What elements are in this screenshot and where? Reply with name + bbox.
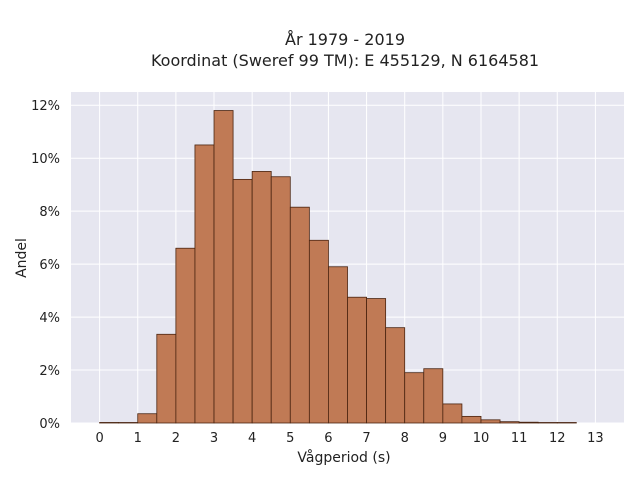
- histogram-bar: [251, 171, 272, 424]
- x-axis-label: Vågperiod (s): [297, 449, 390, 466]
- x-ticks: 0 1 2 3 4 5 6 7 8 9 10 11 12 13: [95, 431, 603, 446]
- histogram-bar: [442, 403, 463, 424]
- y-tick-label: 0%: [39, 417, 60, 432]
- histogram-bar: [556, 422, 577, 424]
- histogram-bar: [537, 422, 558, 424]
- x-tick-label: 12: [549, 431, 566, 446]
- histogram-bar: [480, 419, 501, 424]
- x-tick-label: 7: [362, 431, 370, 446]
- y-tick-label: 2%: [39, 364, 60, 379]
- histogram-bar: [518, 421, 539, 424]
- histogram-bar: [461, 415, 482, 424]
- x-tick-label: 8: [401, 431, 409, 446]
- histogram-bar: [175, 247, 196, 424]
- y-tick-label: 6%: [39, 258, 60, 273]
- histogram-bar: [328, 266, 348, 424]
- histogram-bar: [213, 110, 234, 424]
- y-axis-label: Andel: [14, 238, 30, 278]
- histogram-bar: [423, 368, 444, 424]
- x-tick-label: 4: [248, 431, 256, 446]
- histogram-bar: [270, 176, 291, 424]
- histogram-bar: [118, 422, 139, 424]
- histogram-bar: [99, 422, 120, 424]
- histogram-bar: [194, 144, 215, 424]
- chart-title-line-1: År 1979 - 2019: [285, 30, 405, 49]
- x-tick-label: 0: [95, 431, 103, 446]
- histogram-bar: [289, 206, 310, 424]
- y-tick-label: 4%: [39, 311, 60, 326]
- histogram-bar: [308, 239, 329, 424]
- x-tick-label: 11: [511, 431, 528, 446]
- x-tick-label: 1: [134, 431, 142, 446]
- x-tick-label: 10: [473, 431, 490, 446]
- x-tick-label: 2: [172, 431, 180, 446]
- y-tick-label: 8%: [39, 205, 60, 220]
- y-ticks: 0% 2% 4% 6% 8% 10% 12%: [31, 99, 60, 432]
- histogram-bar: [499, 421, 520, 424]
- y-tick-label: 10%: [31, 152, 60, 167]
- x-tick-label: 9: [439, 431, 447, 446]
- x-tick-label: 5: [286, 431, 294, 446]
- bars: [99, 110, 577, 424]
- histogram-bar: [137, 413, 158, 424]
- x-tick-label: 13: [587, 431, 604, 446]
- histogram-bar: [347, 296, 367, 424]
- y-tick-label: 12%: [31, 99, 60, 114]
- chart-title-line-2: Koordinat (Sweref 99 TM): E 455129, N 61…: [151, 51, 539, 70]
- histogram-bar: [385, 327, 406, 424]
- histogram-bar: [404, 372, 425, 424]
- histogram-bar: [366, 298, 387, 424]
- histogram-bar: [156, 333, 177, 424]
- x-tick-label: 6: [324, 431, 332, 446]
- x-tick-label: 3: [210, 431, 218, 446]
- histogram-bar: [232, 178, 253, 424]
